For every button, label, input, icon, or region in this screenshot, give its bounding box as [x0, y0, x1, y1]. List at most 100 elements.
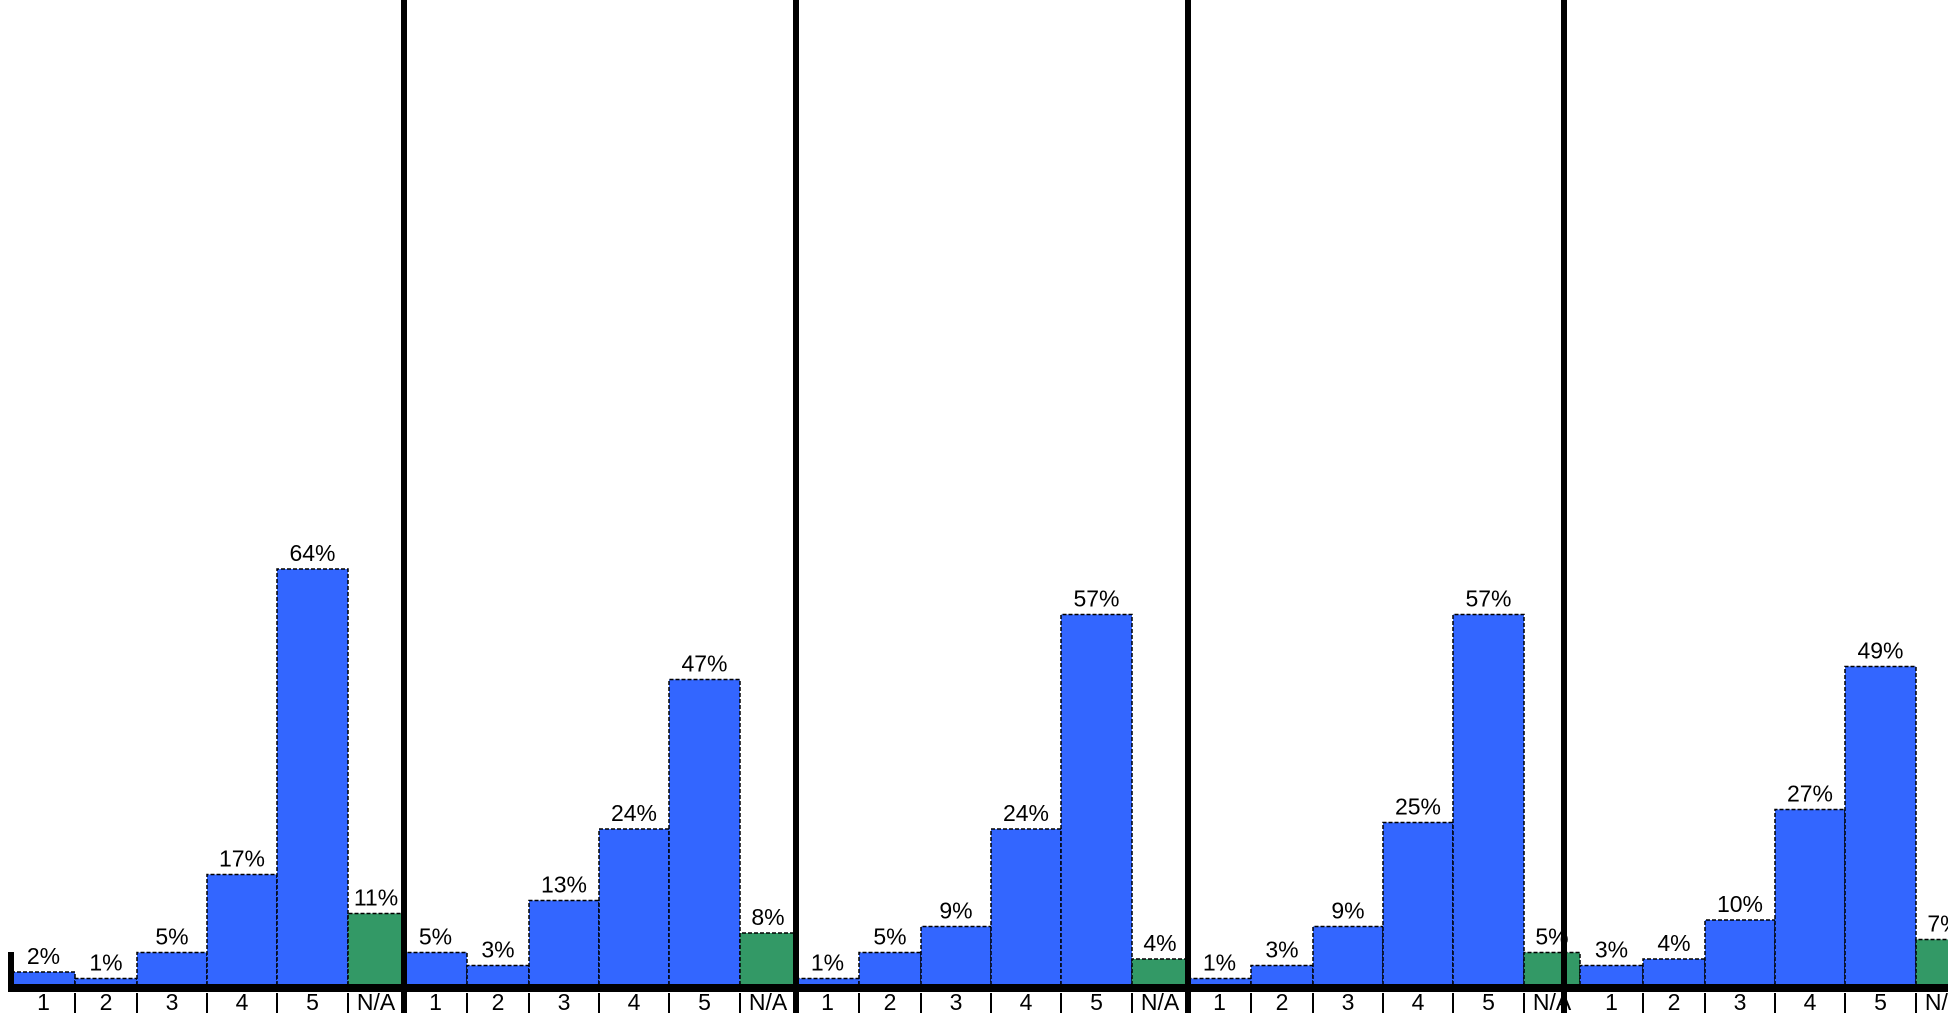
tick-label-g2-4: 4 [628, 989, 641, 1013]
bar-g1-na [348, 913, 404, 985]
data-label-g3-4: 24% [1003, 800, 1049, 826]
data-label-g1-3: 5% [155, 924, 188, 950]
bar-g4-na [1524, 952, 1580, 985]
bar-g3-1 [796, 978, 859, 985]
bar-group-2 [403, 678, 797, 985]
data-label-g3-2: 5% [873, 924, 906, 950]
data-label-g5-5: 49% [1857, 638, 1903, 664]
bar-g1-4 [207, 874, 277, 985]
bar-outline-g2-5 [668, 678, 741, 985]
data-label-g1-1: 2% [27, 943, 60, 969]
bar-g2-2 [467, 965, 529, 985]
bar-g4-4 [1383, 822, 1453, 985]
bar-g2-5 [669, 679, 740, 985]
data-label-g5-4: 27% [1787, 781, 1833, 807]
bar-g3-3 [921, 926, 991, 985]
bar-g3-2 [859, 952, 921, 985]
tick-label-g4-4: 4 [1412, 989, 1425, 1013]
data-label-g4-5: 57% [1465, 586, 1511, 612]
x-axis-line [8, 984, 1948, 992]
data-label-g2-1: 5% [419, 924, 452, 950]
data-label-g5-1: 3% [1595, 937, 1628, 963]
bar-g2-3 [529, 900, 599, 985]
tick-label-g5-2: 2 [1668, 989, 1681, 1013]
data-label-g4-2: 3% [1265, 937, 1298, 963]
bar-g4-2 [1251, 965, 1313, 985]
tick-label-g4-3: 3 [1342, 989, 1355, 1013]
data-label-g2-na: 8% [751, 904, 784, 930]
bar-g4-3 [1313, 926, 1383, 985]
data-label-g4-4: 25% [1395, 794, 1441, 820]
bar-g2-na [740, 933, 796, 985]
labels-layer: 2%11%25%317%464%511%N/A5%13%213%324%447%… [27, 540, 1948, 1013]
bar-outline-g2-3 [528, 899, 600, 985]
bar-outline-g5-2 [1642, 958, 1706, 985]
data-label-g4-1: 1% [1203, 950, 1236, 976]
tick-label-g5-4: 4 [1804, 989, 1817, 1013]
data-label-g5-3: 10% [1717, 891, 1763, 917]
bar-outline-g1-3 [136, 951, 208, 985]
data-label-g1-2: 1% [89, 950, 122, 976]
tick-label-g4-1: 1 [1213, 989, 1226, 1013]
bar-group-4 [1187, 613, 1581, 985]
tick-label-g5-5: 5 [1874, 989, 1887, 1013]
data-label-g4-3: 9% [1331, 898, 1364, 924]
bar-g3-na [1132, 959, 1188, 985]
tick-label-g3-5: 5 [1090, 989, 1103, 1013]
tick-label-g1-4: 4 [236, 989, 249, 1013]
tick-label-g4-2: 2 [1276, 989, 1289, 1013]
data-label-g5-na: 7% [1927, 911, 1948, 937]
tick-label-g3-na: N/A [1141, 989, 1180, 1013]
bar-group-1 [11, 568, 405, 985]
tick-label-g1-3: 3 [166, 989, 179, 1013]
bar-g2-4 [599, 829, 669, 985]
data-label-g2-4: 24% [611, 800, 657, 826]
data-label-g2-2: 3% [481, 937, 514, 963]
tick-label-g1-na: N/A [357, 989, 396, 1013]
group-separator-1 [401, 0, 407, 1013]
axes-layer [8, 0, 1948, 1013]
tick-label-g1-2: 2 [100, 989, 113, 1013]
group-separator-4 [1561, 0, 1567, 1013]
bar-g5-4 [1775, 809, 1845, 985]
bar-g1-1 [12, 972, 75, 985]
tick-label-g2-1: 1 [429, 989, 442, 1013]
data-label-g2-3: 13% [541, 872, 587, 898]
bar-g2-1 [404, 952, 467, 985]
bar-g5-2 [1643, 959, 1705, 985]
tick-label-g2-na: N/A [749, 989, 788, 1013]
tick-label-g5-1: 1 [1605, 989, 1618, 1013]
bar-g1-5 [277, 569, 348, 985]
data-label-g2-5: 47% [681, 651, 727, 677]
bar-outline-g4-5 [1452, 613, 1525, 985]
bar-group-5 [1579, 665, 1948, 985]
tick-label-g2-5: 5 [698, 989, 711, 1013]
tick-label-g2-3: 3 [558, 989, 571, 1013]
bar-g4-1 [1188, 978, 1251, 985]
bar-outline-g5-3 [1704, 919, 1776, 985]
tick-label-g1-5: 5 [306, 989, 319, 1013]
data-label-g1-4: 17% [219, 846, 265, 872]
data-label-g3-3: 9% [939, 898, 972, 924]
tick-label-g3-4: 4 [1020, 989, 1033, 1013]
data-label-g4-na: 5% [1535, 924, 1568, 950]
data-label-g3-na: 4% [1143, 930, 1176, 956]
tick-label-g3-2: 2 [884, 989, 897, 1013]
tick-label-g4-5: 5 [1482, 989, 1495, 1013]
bar-outline-g3-5 [1060, 613, 1133, 985]
bar-g3-4 [991, 829, 1061, 985]
tick-label-g2-2: 2 [492, 989, 505, 1013]
bars-layer [11, 568, 1948, 985]
bar-g5-5 [1845, 666, 1916, 985]
bar-outline-g5-5 [1844, 665, 1917, 985]
y-axis-stub [8, 952, 14, 992]
data-label-g1-na: 11% [354, 885, 398, 911]
tick-label-g5-na: N/A [1925, 989, 1948, 1013]
data-label-g1-5: 64% [289, 540, 335, 566]
tick-label-g3-3: 3 [950, 989, 963, 1013]
bar-g1-2 [75, 978, 137, 985]
bar-g5-1 [1580, 965, 1643, 985]
bar-outline-g3-na [1131, 958, 1189, 985]
group-separator-3 [1185, 0, 1191, 1013]
